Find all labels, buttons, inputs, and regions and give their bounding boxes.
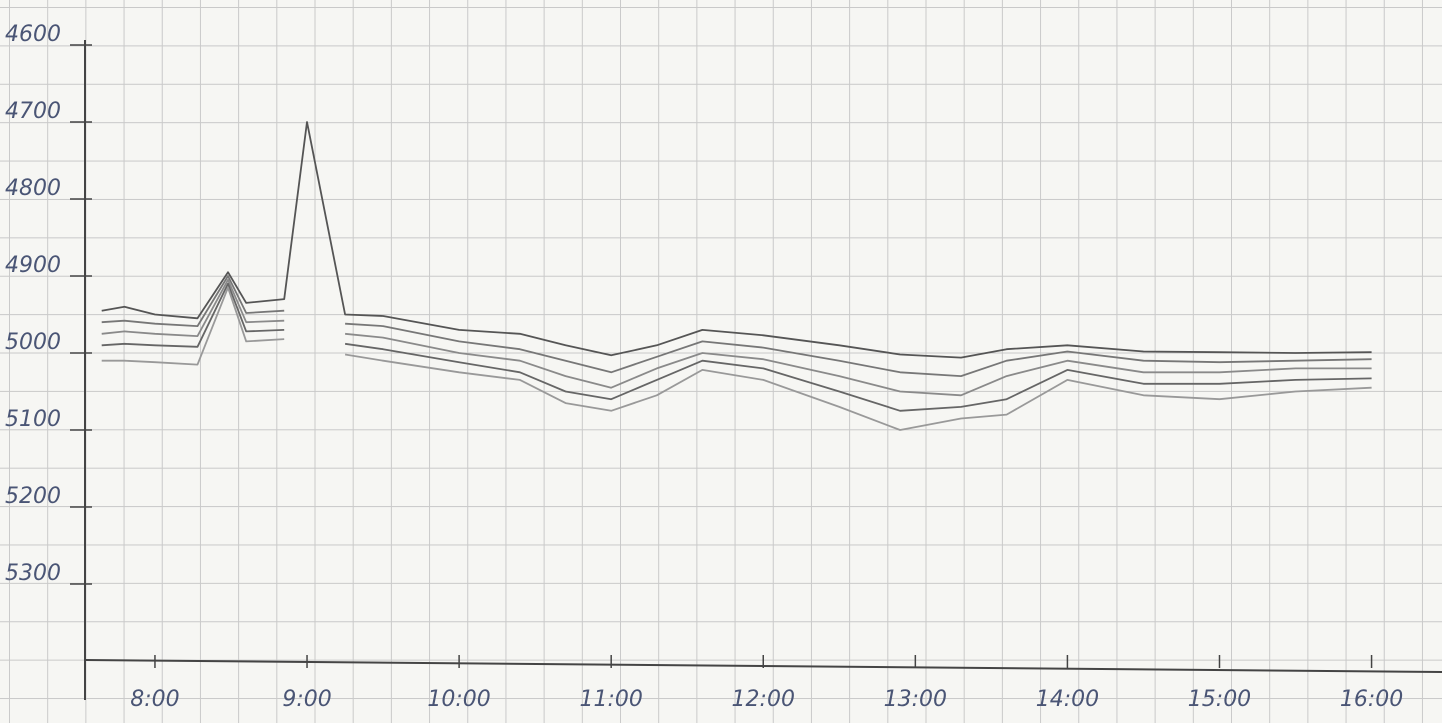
x-tick-label: 8:00	[130, 687, 179, 712]
y-tick-label: 4900	[5, 253, 61, 278]
data-line	[344, 353, 1372, 431]
y-tick-label: 5300	[5, 561, 61, 586]
y-tick-label: 5200	[5, 484, 61, 509]
data-line	[345, 322, 1372, 377]
x-tick-label: 16:00	[1340, 687, 1403, 712]
x-tick-label: 15:00	[1188, 687, 1251, 712]
data-line	[101, 121, 1372, 359]
data-line	[101, 275, 285, 327]
data-line	[101, 282, 285, 348]
data-line	[101, 286, 285, 366]
y-tick-label: 5100	[5, 407, 61, 432]
x-tick-label: 10:00	[427, 687, 490, 712]
y-tick-label: 4800	[5, 176, 61, 201]
x-tick-label: 14:00	[1036, 687, 1099, 712]
y-tick-label: 4600	[5, 22, 61, 47]
x-tick-label: 13:00	[884, 687, 947, 712]
data-line	[101, 278, 285, 337]
data-line	[344, 342, 1372, 412]
data-line	[345, 332, 1372, 397]
x-tick-label: 9:00	[282, 687, 331, 712]
x-tick-label: 12:00	[732, 687, 795, 712]
x-tick-label: 11:00	[579, 687, 642, 712]
y-tick-label: 4700	[5, 99, 61, 124]
y-tick-label: 5000	[5, 330, 61, 355]
